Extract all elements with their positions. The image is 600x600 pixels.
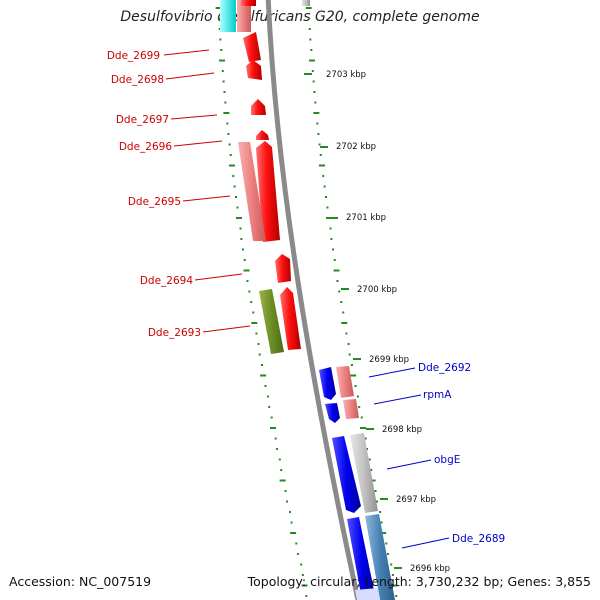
gene-label-Dde_2693[interactable]: Dde_2693 <box>148 327 201 339</box>
gene-label-obgE[interactable]: obgE <box>434 454 460 466</box>
scale-labels: 2703 kbp 2702 kbp 2701 kbp 2700 kbp 2699… <box>304 70 450 574</box>
gene-top-partial-cyan[interactable] <box>220 0 236 32</box>
scale-mark-2700kbp: 2700 kbp <box>341 285 397 295</box>
gene-label-Dde_2696[interactable]: Dde_2696 <box>119 141 173 153</box>
label-leaders-right <box>368 367 450 549</box>
scale-mark-2697kbp: 2697 kbp <box>380 495 436 505</box>
gene-bottom-partial-lightblue[interactable] <box>355 588 380 600</box>
gene-labels-left: Dde_2699 Dde_2698 Dde_2697 Dde_2696 Dde_… <box>107 50 201 339</box>
accession-text: Accession: NC_007519 <box>9 574 152 589</box>
gene-Dde_2692-blue[interactable] <box>319 367 336 400</box>
gene-Dde_2697[interactable] <box>251 99 266 115</box>
gene-label-Dde_2695[interactable]: Dde_2695 <box>128 196 181 208</box>
gene-Dde_2695-pink[interactable] <box>238 142 266 241</box>
gene-obgE-blue[interactable] <box>332 436 361 513</box>
gene-obgE-gray[interactable] <box>350 433 378 513</box>
scale-mark-2698kbp: 2698 kbp <box>366 425 422 435</box>
genome-summary-text: Topology: circular; Length: 3,730,232 bp… <box>247 574 591 589</box>
scale-mark-2703kbp: 2703 kbp <box>304 70 366 80</box>
gene-Dde_2698[interactable] <box>246 60 262 80</box>
scale-mark-2702kbp: 2702 kbp <box>320 142 376 152</box>
gene-Dde_2694[interactable] <box>275 254 291 283</box>
left-tick-track <box>215 7 308 597</box>
scale-label-2700: 2700 kbp <box>357 285 397 295</box>
scale-mark-2696kbp: 2696 kbp <box>394 564 450 574</box>
scale-label-2703: 2703 kbp <box>326 70 366 80</box>
gene-label-Dde_2699[interactable]: Dde_2699 <box>107 50 160 62</box>
gene-Dde_2693-olive[interactable] <box>259 289 284 354</box>
scale-label-2701: 2701 kbp <box>346 213 386 223</box>
gene-label-Dde_2694[interactable]: Dde_2694 <box>140 275 194 287</box>
scale-label-2697: 2697 kbp <box>396 495 436 505</box>
gene-label-rpmA[interactable]: rpmA <box>423 389 452 401</box>
gene-label-Dde_2698[interactable]: Dde_2698 <box>111 74 164 86</box>
scale-mark-2701kbp: 2701 kbp <box>330 213 386 223</box>
gene-Dde_2692-pink[interactable] <box>336 366 354 398</box>
gene-Dde_2693-red[interactable] <box>280 287 301 350</box>
gene-top-partial-red[interactable] <box>241 0 256 6</box>
scale-label-2699: 2699 kbp <box>369 355 409 365</box>
gene-label-Dde_2697[interactable]: Dde_2697 <box>116 114 169 126</box>
gene-Dde_2689-steel[interactable] <box>365 514 395 600</box>
gene-Dde_2699[interactable] <box>243 32 261 62</box>
scale-label-2696: 2696 kbp <box>410 564 450 574</box>
gene-Dde_2696[interactable] <box>256 130 269 140</box>
gene-label-Dde_2689[interactable]: Dde_2689 <box>452 533 505 545</box>
scale-label-2702: 2702 kbp <box>336 142 376 152</box>
genome-title: Desulfovibrio desulfuricans G20, complet… <box>120 9 480 25</box>
genome-backbone <box>265 0 361 600</box>
label-leaders-left <box>163 49 251 333</box>
gene-rpmA-blue[interactable] <box>325 403 340 423</box>
scale-label-2698: 2698 kbp <box>382 425 422 435</box>
gene-top-partial-gray[interactable] <box>302 0 310 6</box>
right-tick-track <box>305 7 398 597</box>
scale-mark-2699kbp: 2699 kbp <box>353 355 409 365</box>
gene-labels-right: Dde_2692 rpmA obgE Dde_2689 <box>418 362 505 545</box>
gene-top-partial-pink[interactable] <box>237 0 251 32</box>
gene-rpmA-pink[interactable] <box>343 399 359 419</box>
gene-Dde_2689-blue[interactable] <box>347 517 376 600</box>
gene-label-Dde_2692[interactable]: Dde_2692 <box>418 362 471 374</box>
